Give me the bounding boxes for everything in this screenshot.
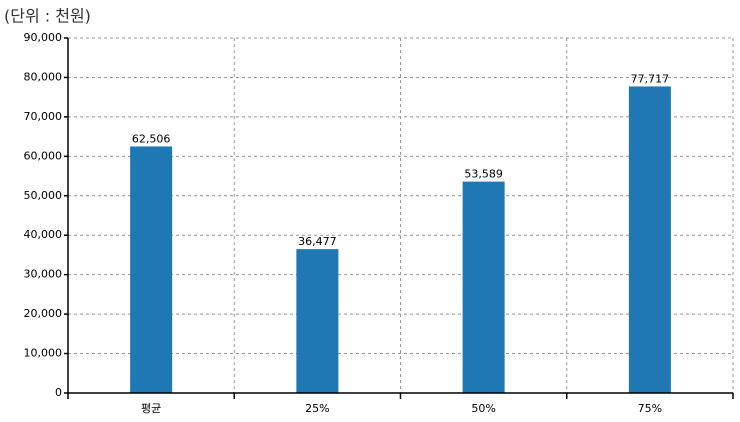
bar — [462, 181, 505, 393]
y-tick-label: 0 — [55, 386, 62, 399]
y-tick-label: 40,000 — [24, 228, 63, 241]
x-tick-label: 50% — [471, 402, 495, 415]
y-tick-label: 30,000 — [24, 268, 63, 281]
x-tick-label: 평균 — [141, 402, 161, 415]
bar — [628, 86, 671, 393]
y-tick-label: 10,000 — [24, 347, 63, 360]
y-tick-label: 90,000 — [24, 31, 63, 44]
x-tick-label: 75% — [638, 402, 662, 415]
bar — [130, 146, 173, 393]
chart-title: (단위 : 천원) — [4, 7, 91, 26]
y-tick-label: 60,000 — [24, 149, 63, 162]
value-label: 77,717 — [631, 72, 670, 85]
bar — [296, 249, 339, 393]
y-tick-label: 80,000 — [24, 70, 63, 83]
y-tick-label: 70,000 — [24, 110, 63, 123]
value-label: 36,477 — [298, 235, 337, 248]
value-label: 53,589 — [464, 168, 503, 181]
value-label: 62,506 — [132, 132, 171, 145]
y-tick-label: 50,000 — [24, 189, 63, 202]
y-tick-label: 20,000 — [24, 307, 63, 320]
x-tick-label: 25% — [305, 402, 329, 415]
